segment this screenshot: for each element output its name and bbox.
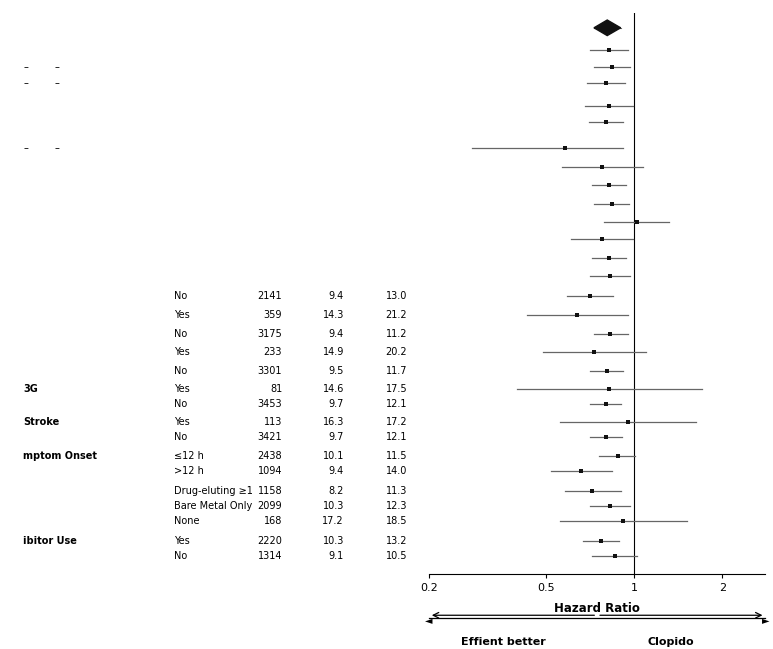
Text: ibitor Use: ibitor Use <box>23 536 77 546</box>
Text: –: – <box>23 143 28 153</box>
Text: Stroke: Stroke <box>23 417 60 428</box>
Text: 1094: 1094 <box>257 465 282 476</box>
Text: mptom Onset: mptom Onset <box>23 451 97 461</box>
Text: 10.1: 10.1 <box>322 451 344 461</box>
Polygon shape <box>594 20 621 36</box>
Text: 20.2: 20.2 <box>386 347 407 357</box>
Text: ◄: ◄ <box>425 615 433 625</box>
Text: 14.6: 14.6 <box>322 384 344 394</box>
Text: 11.5: 11.5 <box>386 451 407 461</box>
Text: –: – <box>23 62 28 71</box>
Text: 14.0: 14.0 <box>386 465 407 476</box>
Text: Clopido: Clopido <box>648 637 694 647</box>
Text: 113: 113 <box>264 417 282 428</box>
Text: 359: 359 <box>264 310 282 320</box>
Text: Effient better: Effient better <box>461 637 546 647</box>
Text: Yes: Yes <box>174 417 189 428</box>
Text: 12.3: 12.3 <box>386 501 407 511</box>
Text: No: No <box>174 432 187 442</box>
Text: 17.2: 17.2 <box>386 417 407 428</box>
Text: –: – <box>23 79 28 88</box>
Text: 9.7: 9.7 <box>329 399 344 409</box>
Text: No: No <box>174 291 187 301</box>
Text: –: – <box>54 62 59 71</box>
Text: 9.4: 9.4 <box>329 328 344 339</box>
Text: 2438: 2438 <box>257 451 282 461</box>
Text: 11.7: 11.7 <box>386 365 407 376</box>
Text: 9.1: 9.1 <box>329 551 344 561</box>
Text: 81: 81 <box>270 384 282 394</box>
Text: 3G: 3G <box>23 384 38 394</box>
Text: Yes: Yes <box>174 347 189 357</box>
Text: –: – <box>54 143 59 153</box>
Text: 1314: 1314 <box>257 551 282 561</box>
Text: 12.1: 12.1 <box>386 432 407 442</box>
Text: 13.0: 13.0 <box>386 291 407 301</box>
Text: Yes: Yes <box>174 310 189 320</box>
Text: ≤12 h: ≤12 h <box>174 451 204 461</box>
Text: 3175: 3175 <box>257 328 282 339</box>
Text: 11.2: 11.2 <box>386 328 407 339</box>
Text: 17.5: 17.5 <box>386 384 407 394</box>
Text: 9.4: 9.4 <box>329 465 344 476</box>
Text: 8.2: 8.2 <box>329 486 344 496</box>
Text: Bare Metal Only: Bare Metal Only <box>174 501 252 511</box>
Text: ►: ► <box>761 615 769 625</box>
Text: 18.5: 18.5 <box>386 516 407 526</box>
Text: 168: 168 <box>264 516 282 526</box>
Text: 3301: 3301 <box>257 365 282 376</box>
Text: 11.3: 11.3 <box>386 486 407 496</box>
Text: 9.7: 9.7 <box>329 432 344 442</box>
Text: >12 h: >12 h <box>174 465 204 476</box>
Text: 12.1: 12.1 <box>386 399 407 409</box>
Text: 2220: 2220 <box>257 536 282 546</box>
Text: No: No <box>174 399 187 409</box>
Text: 2141: 2141 <box>257 291 282 301</box>
Text: 16.3: 16.3 <box>322 417 344 428</box>
Text: Drug-eluting ≥1: Drug-eluting ≥1 <box>174 486 253 496</box>
Text: No: No <box>174 551 187 561</box>
Text: 13.2: 13.2 <box>386 536 407 546</box>
Text: 2099: 2099 <box>257 501 282 511</box>
Text: 3453: 3453 <box>257 399 282 409</box>
Text: 14.9: 14.9 <box>322 347 344 357</box>
Text: 10.5: 10.5 <box>386 551 407 561</box>
Text: Yes: Yes <box>174 536 189 546</box>
Text: 3421: 3421 <box>257 432 282 442</box>
Text: 21.2: 21.2 <box>386 310 407 320</box>
Text: None: None <box>174 516 199 526</box>
Text: 10.3: 10.3 <box>322 501 344 511</box>
Text: 17.2: 17.2 <box>322 516 344 526</box>
Text: 9.4: 9.4 <box>329 291 344 301</box>
Text: 1158: 1158 <box>257 486 282 496</box>
Text: Hazard Ratio: Hazard Ratio <box>554 602 640 615</box>
Text: –: – <box>54 79 59 88</box>
Text: Yes: Yes <box>174 384 189 394</box>
Text: 14.3: 14.3 <box>322 310 344 320</box>
Text: No: No <box>174 328 187 339</box>
Text: No: No <box>174 365 187 376</box>
Text: 10.3: 10.3 <box>322 536 344 546</box>
Text: 9.5: 9.5 <box>329 365 344 376</box>
Text: 233: 233 <box>264 347 282 357</box>
